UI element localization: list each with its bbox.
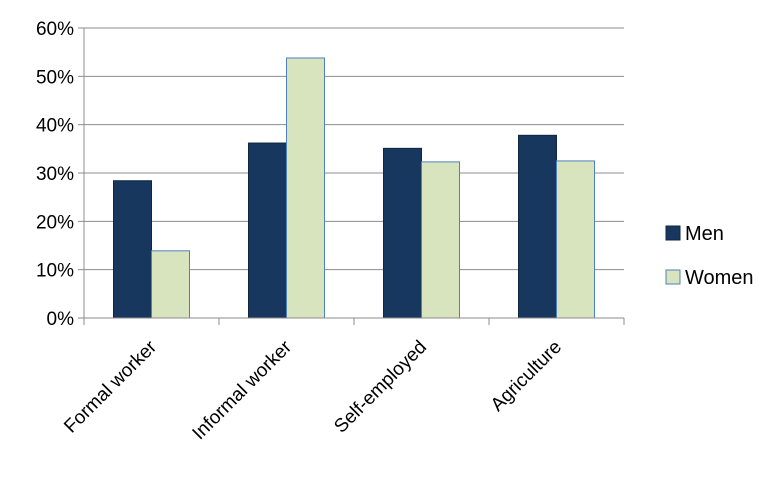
category-label: Self-employed — [330, 337, 431, 438]
y-tick-label: 10% — [36, 261, 74, 282]
legend-label-men: Men — [685, 223, 724, 245]
bar-women-3 — [421, 161, 460, 319]
category-labels: Formal worker Informal worker Self-employe… — [60, 336, 566, 444]
y-tick-label: 50% — [36, 67, 74, 88]
axes — [78, 27, 625, 325]
bar-women-1 — [151, 250, 190, 319]
y-tick-label: 20% — [36, 212, 74, 233]
bar-men-1 — [113, 180, 152, 319]
bar-men-3 — [383, 147, 422, 319]
bar-men-2 — [248, 142, 287, 319]
y-tick-label: 60% — [36, 19, 74, 40]
category-label: Formal worker — [60, 336, 161, 437]
legend-swatch-men — [665, 225, 681, 241]
y-tick-label: 0% — [47, 309, 75, 330]
legend-swatch-women — [665, 269, 681, 285]
bars — [113, 57, 595, 319]
bar-women-4 — [556, 160, 595, 319]
bar-men-4 — [518, 134, 557, 319]
category-label: Informal worker — [189, 336, 297, 444]
category-label: Agriculture — [487, 337, 566, 416]
y-tick-label: 30% — [36, 164, 74, 185]
legend-label-women: Women — [685, 267, 754, 289]
bar-women-2 — [286, 57, 325, 319]
legend: Men Women — [665, 223, 754, 289]
y-tick-label: 40% — [36, 116, 74, 137]
y-axis-ticks: 0% 10% 20% 30% 40% 50% 60% — [36, 19, 74, 330]
